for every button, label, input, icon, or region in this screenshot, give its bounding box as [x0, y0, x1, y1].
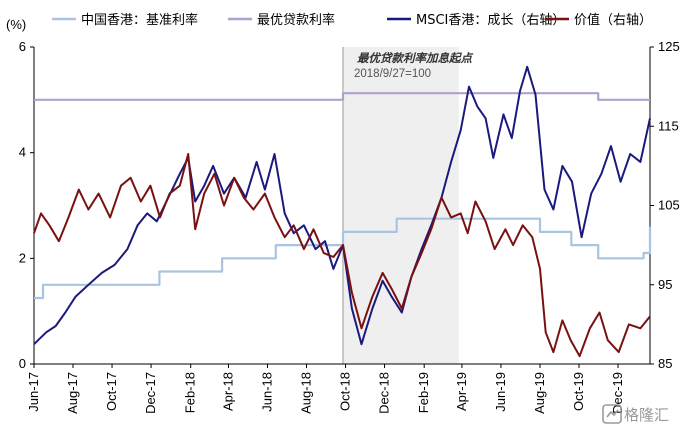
x-tick-label: Jun-17	[26, 372, 41, 412]
legend-label-1: 最优贷款利率	[257, 12, 335, 28]
annotation-subtitle: 2018/9/27=100	[354, 68, 431, 80]
watermark-logo-icon	[602, 404, 622, 424]
legend-label-3: 价值（右轴）	[574, 12, 652, 28]
watermark-text: 格隆汇	[624, 406, 669, 424]
series-line-1	[34, 92, 650, 101]
x-tick-label: Apr-19	[454, 372, 469, 411]
y-right-tick-label: 95	[658, 277, 672, 292]
y-right-tick-label: 125	[658, 39, 680, 54]
y-left-tick-label: 4	[19, 145, 26, 160]
x-tick-label: Feb-19	[416, 372, 431, 413]
x-tick-label: Dec-19	[610, 372, 625, 414]
x-tick-label: Aug-19	[532, 372, 547, 414]
x-tick-label: Oct-18	[338, 372, 353, 411]
series-line-0	[34, 217, 652, 300]
x-tick-label: Feb-18	[183, 372, 198, 413]
y-left-tick-label: 0	[19, 356, 26, 371]
x-tick-label: Dec-17	[143, 372, 158, 414]
y-right-tick-label: 85	[658, 356, 672, 371]
x-tick-label: Aug-17	[65, 372, 80, 414]
series-line-3	[33, 153, 651, 358]
x-tick-label: Oct-17	[104, 372, 119, 411]
x-tick-label: Oct-19	[571, 372, 586, 411]
annotation-title: 最优贷款利率加息起点	[357, 51, 473, 65]
y-left-unit-label: (%)	[6, 17, 26, 32]
legend-label-2: MSCI香港：成长（右轴）	[416, 13, 565, 28]
x-tick-label: Aug-18	[298, 372, 313, 414]
shaded-region	[342, 47, 459, 364]
y-left-tick-label: 2	[19, 250, 26, 265]
y-right-tick-label: 115	[658, 118, 679, 133]
x-tick-label: Jun-18	[259, 372, 274, 412]
x-tick-label: Dec-18	[377, 372, 392, 414]
series-line-2	[33, 65, 651, 346]
y-right-tick-label: 105	[658, 198, 680, 213]
legend-label-0: 中国香港：基准利率	[81, 12, 198, 28]
x-tick-label: Apr-18	[220, 372, 235, 411]
x-tick-label: Jun-19	[493, 372, 508, 412]
y-left-tick-label: 6	[19, 39, 26, 54]
